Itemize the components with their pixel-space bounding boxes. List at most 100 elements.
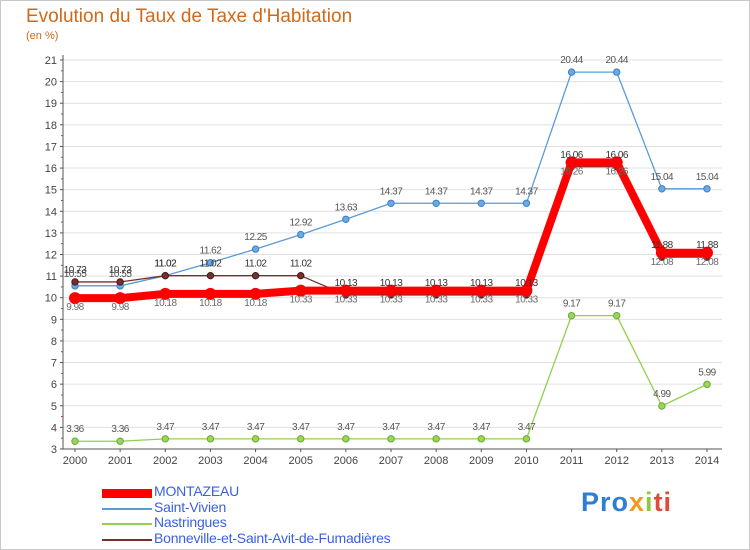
data-label: 3.47 xyxy=(202,422,220,433)
x-tick-label: 2014 xyxy=(695,455,719,467)
data-label: 14.37 xyxy=(425,186,448,197)
data-point xyxy=(613,68,621,76)
data-point xyxy=(116,278,124,286)
x-tick-label: 2011 xyxy=(560,455,584,467)
x-tick-label: 2010 xyxy=(514,455,538,467)
data-label: 11.62 xyxy=(200,246,223,257)
data-label: 14.37 xyxy=(380,186,403,197)
data-label: 15.04 xyxy=(696,172,719,183)
data-label: 4.99 xyxy=(653,389,671,400)
data-point xyxy=(342,215,350,223)
series-saint-vivien xyxy=(71,68,711,290)
data-label: 12.08 xyxy=(651,257,674,268)
x-tick-label: 2000 xyxy=(63,455,87,467)
data-point xyxy=(206,271,215,280)
data-label: 3.36 xyxy=(111,424,129,435)
data-label: 10.18 xyxy=(244,298,267,309)
data-point xyxy=(114,292,127,305)
y-tick-label: 17 xyxy=(45,141,57,153)
data-label: 10.33 xyxy=(470,295,493,306)
series-layer xyxy=(69,68,713,445)
data-point xyxy=(69,292,81,305)
data-label: 10.13 xyxy=(380,278,403,289)
data-label: 10.13 xyxy=(470,278,493,289)
y-tick-label: 13 xyxy=(45,228,57,240)
data-label: 9.17 xyxy=(608,299,626,310)
y-tick-label: 20 xyxy=(45,77,57,89)
data-point xyxy=(658,402,666,410)
data-label: 3.47 xyxy=(473,422,491,433)
legend-swatch-bonneville xyxy=(102,539,152,541)
data-point xyxy=(297,435,305,443)
data-point xyxy=(432,435,440,443)
data-point xyxy=(610,156,623,169)
data-label: 10.13 xyxy=(515,278,538,289)
x-tick-label: 2006 xyxy=(334,455,358,467)
y-tick-label: 15 xyxy=(45,185,57,197)
data-point xyxy=(432,199,440,207)
y-tick-label: 14 xyxy=(45,206,57,218)
series-nastringues xyxy=(71,311,711,445)
x-tick-label: 2005 xyxy=(288,455,312,467)
data-label: 12.08 xyxy=(696,257,719,268)
series-line xyxy=(74,71,708,287)
data-label: 10.13 xyxy=(335,278,358,289)
data-label: 9.98 xyxy=(66,302,84,313)
data-label: 11.88 xyxy=(696,240,719,251)
x-tick-label: 2008 xyxy=(424,455,448,467)
y-tick-label: 6 xyxy=(51,379,57,391)
x-tick-label: 2001 xyxy=(108,455,132,467)
x-tick-label: 2002 xyxy=(153,455,177,467)
data-point xyxy=(477,435,485,443)
data-point xyxy=(294,284,307,297)
data-label: 10.33 xyxy=(289,295,312,306)
data-point xyxy=(339,284,352,297)
legend-swatch-nastringues xyxy=(102,523,152,525)
x-tick-label: 2009 xyxy=(469,455,493,467)
y-tick-label: 16 xyxy=(45,163,57,175)
data-label: 9.98 xyxy=(111,302,129,313)
data-point xyxy=(206,435,215,443)
data-label: 16.06 xyxy=(605,150,628,161)
data-label: 14.37 xyxy=(470,186,493,197)
data-label: 3.47 xyxy=(337,422,355,433)
legend-swatch-saint-vivien xyxy=(102,508,152,510)
data-point xyxy=(522,199,531,207)
data-point xyxy=(565,156,578,169)
data-point xyxy=(520,284,533,297)
data-point xyxy=(71,437,79,445)
data-point xyxy=(342,435,350,443)
data-label: 20.44 xyxy=(605,55,628,66)
data-label: 3.47 xyxy=(382,422,400,433)
data-point xyxy=(71,278,79,286)
data-point xyxy=(430,284,443,297)
data-label: 14.37 xyxy=(515,186,538,197)
axis-layer: 3 4 5 6 7 8 9 10 11 12 13 14 15 16 17 18 19 20 21 2000 2001 2… xyxy=(45,55,722,467)
data-label: 20.44 xyxy=(560,55,583,66)
data-point xyxy=(249,287,262,300)
data-label: 11.02 xyxy=(154,259,177,270)
data-point xyxy=(475,284,488,297)
data-label: 11.88 xyxy=(651,240,674,251)
data-label: 10.33 xyxy=(335,295,358,306)
data-label: 3.47 xyxy=(157,422,175,433)
x-tick-label: 2003 xyxy=(198,455,222,467)
y-tick-label: 19 xyxy=(45,98,57,110)
data-point xyxy=(567,68,576,76)
y-tick-label: 21 xyxy=(45,55,57,67)
chart-subtitle: (en %) xyxy=(26,30,59,42)
data-point xyxy=(387,199,395,207)
y-tick-label: 5 xyxy=(51,401,57,413)
data-point xyxy=(297,271,305,280)
data-label: 10.18 xyxy=(154,298,177,309)
legend-label: Nastringues xyxy=(154,514,227,530)
data-point xyxy=(703,380,711,389)
data-label: 10.13 xyxy=(425,278,448,289)
y-tick-label: 8 xyxy=(51,336,57,348)
y-tick-label: 7 xyxy=(51,358,57,370)
data-label: 10.18 xyxy=(199,298,222,309)
data-point xyxy=(655,246,668,259)
legend-swatch-montazeau xyxy=(102,489,152,498)
data-label: 3.47 xyxy=(292,422,310,433)
grid-layer xyxy=(63,59,722,450)
